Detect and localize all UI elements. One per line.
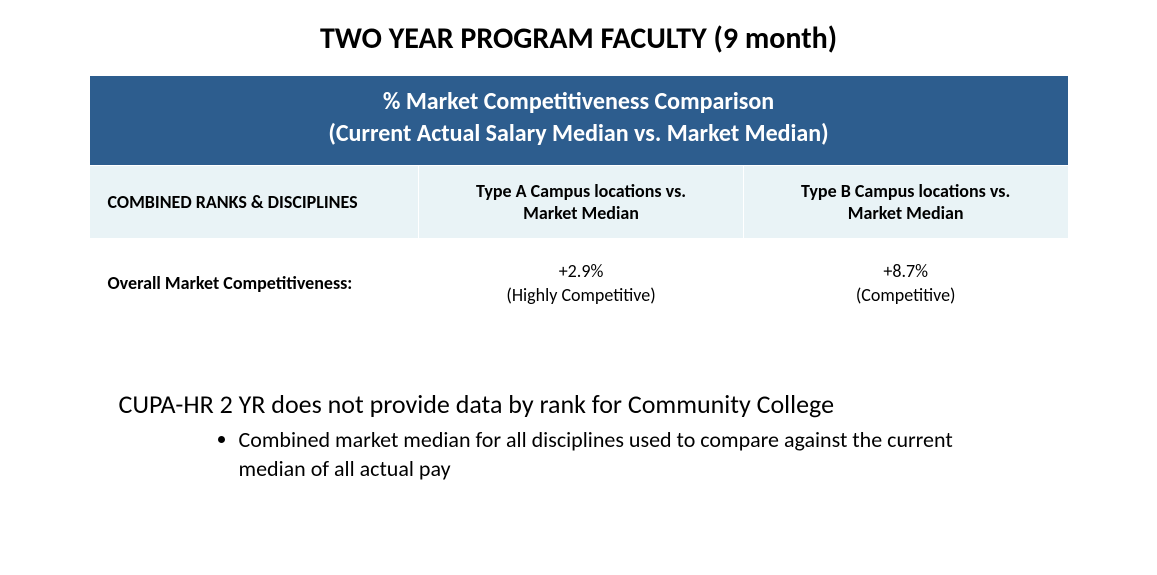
col-a-heading: Type A Campus locations vs. Market Media… — [419, 165, 744, 238]
type-a-cell: +2.9% (Highly Competitive) — [419, 238, 744, 328]
col-a-heading-line1: Type A Campus locations vs. — [476, 180, 686, 202]
table-banner: % Market Competitiveness Comparison (Cur… — [89, 76, 1068, 166]
type-b-cell: +8.7% (Competitive) — [743, 238, 1068, 328]
type-b-value: +8.7% — [883, 260, 928, 282]
col-b-heading-line2: Market Median — [848, 202, 964, 224]
page: TWO YEAR PROGRAM FACULTY (9 month) % Mar… — [0, 0, 1157, 528]
row-label: Overall Market Competitiveness: — [89, 238, 419, 328]
type-a-qualifier: (Highly Competitive) — [506, 284, 655, 306]
banner-line-1: % Market Competitiveness Comparison — [383, 87, 774, 116]
page-title: TWO YEAR PROGRAM FACULTY (9 month) — [89, 20, 1069, 57]
table-subhead-row: COMBINED RANKS & DISCIPLINES Type A Camp… — [89, 165, 1068, 238]
note-bullet: Combined market median for all disciplin… — [239, 426, 959, 483]
type-b-qualifier: (Competitive) — [856, 284, 956, 306]
col-a-heading-line2: Market Median — [523, 202, 639, 224]
competitiveness-table: % Market Competitiveness Comparison (Cur… — [89, 75, 1069, 328]
col-b-heading-line1: Type B Campus locations vs. — [801, 180, 1010, 202]
note-main: CUPA-HR 2 YR does not provide data by ra… — [89, 388, 1069, 420]
table-data-row: Overall Market Competitiveness: +2.9% (H… — [89, 238, 1068, 328]
col-b-heading: Type B Campus locations vs. Market Media… — [743, 165, 1068, 238]
row-heading-cell: COMBINED RANKS & DISCIPLINES — [89, 165, 419, 238]
table-banner-row: % Market Competitiveness Comparison (Cur… — [89, 76, 1068, 166]
type-a-value: +2.9% — [559, 260, 604, 282]
banner-line-2: (Current Actual Salary Median vs. Market… — [328, 119, 828, 148]
note-bullet-list: Combined market median for all disciplin… — [89, 426, 1069, 483]
notes-section: CUPA-HR 2 YR does not provide data by ra… — [89, 388, 1069, 483]
